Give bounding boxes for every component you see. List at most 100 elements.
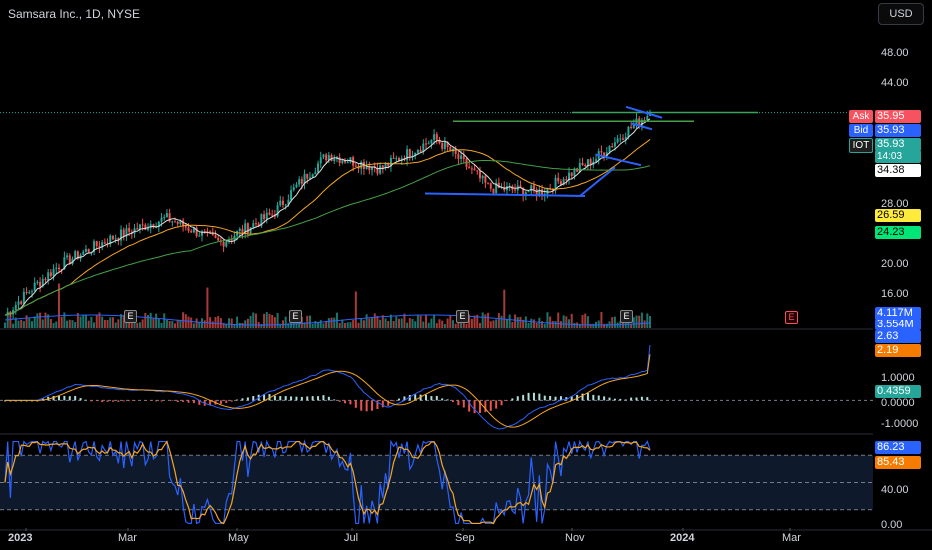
volume-bar — [93, 322, 96, 328]
candle-body — [290, 190, 293, 200]
candle-body — [76, 251, 79, 259]
candle-body — [176, 221, 179, 224]
candle-body — [84, 248, 87, 252]
earnings-badge[interactable]: E — [289, 310, 302, 323]
candle-body — [608, 146, 611, 153]
volume-bar — [6, 315, 9, 328]
candle-body — [489, 183, 492, 189]
candle-body — [295, 184, 298, 188]
macd-histogram-bar — [225, 400, 228, 403]
macd-histogram-bar — [500, 400, 503, 406]
volume-bar — [465, 323, 468, 328]
time-label: 2024 — [670, 532, 695, 544]
volume-bar — [414, 321, 417, 328]
candle-body — [182, 220, 185, 227]
volume-bar — [268, 313, 271, 328]
candle-body — [195, 227, 198, 237]
support-trendline — [424, 192, 586, 197]
volume-bar — [622, 318, 625, 328]
candle-body — [333, 159, 336, 162]
volume-bar — [532, 319, 535, 328]
volume-bar — [357, 322, 360, 328]
candle-body — [201, 231, 204, 236]
volume-bar — [389, 314, 392, 328]
macd-histogram-bar — [279, 396, 282, 401]
volume-bar — [449, 315, 452, 328]
candle-body — [589, 159, 592, 166]
candle-body — [279, 200, 282, 206]
volume-bar — [201, 318, 204, 328]
candle-body — [446, 142, 449, 148]
candle-body — [147, 227, 150, 230]
volume-bar — [260, 323, 263, 328]
volume-bar — [17, 320, 20, 328]
candle-body — [438, 139, 441, 144]
volume-bar — [171, 321, 174, 328]
candle-body — [419, 149, 422, 152]
time-label: Mar — [782, 532, 801, 544]
volume-bar — [101, 316, 104, 328]
candle-body — [306, 173, 309, 179]
macd-histogram-bar — [90, 400, 93, 402]
macd-histogram-bar — [349, 400, 352, 405]
candle-body — [192, 227, 195, 233]
candle-body — [441, 143, 444, 149]
macd-histogram-bar — [74, 395, 77, 401]
volume-bar — [568, 319, 571, 328]
volume-bar — [66, 320, 69, 328]
volume-bar — [198, 322, 201, 328]
volume-bar — [319, 320, 322, 328]
ma-green-tag: 24.23 — [875, 226, 921, 239]
macd-histogram-bar — [338, 400, 341, 402]
volume-bar — [187, 316, 190, 328]
candle-body — [230, 239, 233, 241]
stoch-d-tag: 85.43 — [875, 456, 921, 469]
volume-bar — [36, 313, 39, 328]
volume-bar — [473, 315, 476, 328]
volume-bar — [182, 312, 185, 328]
candle-body — [128, 227, 131, 232]
volume-bar — [254, 313, 257, 328]
macd-histogram-bar — [640, 396, 643, 401]
candle-body — [319, 157, 322, 164]
macd-histogram-bar — [133, 400, 136, 402]
ma-orange-tag: 26.59 — [875, 209, 921, 222]
volume-bar — [586, 316, 589, 328]
candle-body — [435, 134, 438, 140]
candle-body — [430, 139, 433, 144]
volume-bar — [565, 316, 568, 328]
histogram-value-tag: 0.4359 — [875, 385, 921, 398]
volume-bar — [408, 318, 411, 328]
currency-selector[interactable]: USD — [878, 3, 924, 25]
future-earnings-badge[interactable]: E — [785, 311, 798, 324]
volume-bar — [554, 321, 557, 328]
macd-histogram-bar — [559, 396, 562, 401]
earnings-badge[interactable]: E — [456, 310, 469, 323]
candle-body — [93, 241, 96, 253]
macd-histogram-bar — [268, 394, 271, 401]
volume-bar — [219, 318, 222, 328]
candle-body — [495, 182, 498, 194]
macd-histogram-bar — [344, 400, 347, 404]
earnings-badge[interactable]: E — [124, 310, 137, 323]
volume-bar — [616, 322, 619, 328]
candle-body — [389, 157, 392, 167]
volume-bar — [155, 313, 158, 328]
candle-body — [586, 159, 589, 166]
macd-histogram-bar — [403, 396, 406, 401]
last-price: 35.93 — [875, 138, 921, 151]
volume-bar — [635, 315, 638, 328]
earnings-badge[interactable]: E — [620, 310, 633, 323]
volume-bar — [317, 322, 320, 328]
candle-body — [179, 220, 182, 224]
macd-histogram-bar — [451, 400, 454, 403]
chart-title: Samsara Inc., 1D, NYSE — [8, 7, 141, 21]
volume-bar — [165, 319, 168, 328]
volume-bar — [381, 315, 384, 328]
candle-body — [268, 212, 271, 215]
volume-bar — [549, 316, 552, 328]
volume-bar — [524, 316, 527, 328]
macd-histogram-bar — [565, 397, 568, 401]
macd-histogram-bar — [392, 400, 395, 402]
